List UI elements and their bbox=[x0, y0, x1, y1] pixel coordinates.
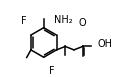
Text: O: O bbox=[79, 18, 87, 28]
Text: OH: OH bbox=[98, 39, 113, 49]
Text: NH₂: NH₂ bbox=[54, 15, 73, 25]
Text: F: F bbox=[21, 16, 26, 26]
Text: F: F bbox=[49, 66, 55, 76]
